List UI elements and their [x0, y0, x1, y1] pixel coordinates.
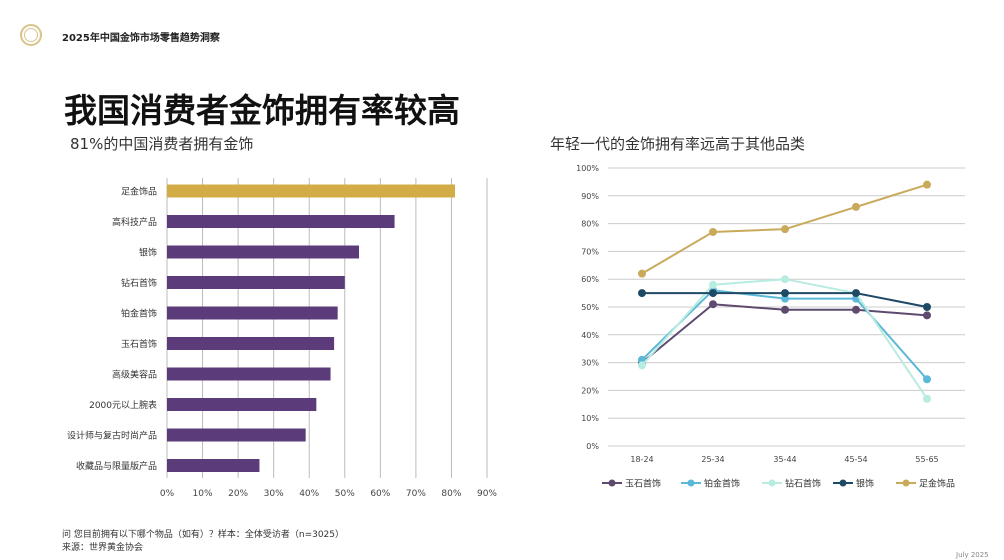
data-point: [709, 300, 717, 309]
x-tick-label: 30%: [264, 489, 284, 499]
category-label: 收藏品与限量版产品: [76, 460, 157, 472]
x-tick-label: 60%: [370, 489, 390, 499]
x-tick-label: 35-44: [773, 455, 796, 464]
y-tick-label: 100%: [576, 164, 599, 173]
data-point: [709, 289, 717, 298]
y-tick-label: 40%: [581, 331, 599, 340]
data-point: [781, 294, 789, 303]
data-point: [852, 305, 860, 314]
category-label: 银饰: [139, 247, 157, 259]
data-point: [852, 202, 860, 211]
x-tick-label: 90%: [477, 489, 497, 499]
bar: [167, 428, 306, 442]
x-tick-label: 40%: [299, 489, 319, 499]
category-label: 玉石首饰: [121, 338, 157, 350]
data-point: [638, 289, 646, 298]
category-label: 足金饰品: [121, 186, 157, 198]
bar: [167, 215, 395, 228]
legend-marker: [687, 479, 695, 487]
x-tick-label: 0%: [160, 489, 175, 499]
bar: [167, 367, 331, 381]
page-title: 我国消费者金饰拥有率较高: [64, 91, 460, 130]
legend-marker: [839, 479, 847, 487]
data-point: [852, 289, 860, 298]
y-tick-label: 80%: [581, 220, 599, 229]
y-tick-label: 10%: [581, 414, 599, 423]
category-label: 钻石首饰: [121, 277, 157, 289]
bar: [167, 306, 338, 320]
category-label: 高级美容品: [112, 369, 157, 381]
y-tick-label: 20%: [581, 386, 599, 395]
x-tick-label: 20%: [228, 489, 248, 499]
category-label: 设计师与复古时尚产品: [67, 430, 157, 442]
y-tick-label: 70%: [581, 247, 599, 256]
x-tick-label: 80%: [441, 489, 461, 499]
line-chart-title: 年轻一代的金饰拥有率远高于其他品类: [550, 135, 806, 153]
x-tick-label: 18-24: [630, 455, 653, 464]
footnote-source: 来源：世界黄金协会: [62, 543, 144, 553]
category-label: 高科技产品: [112, 216, 157, 228]
data-point: [923, 311, 931, 320]
y-tick-label: 30%: [581, 359, 599, 368]
data-point: [781, 275, 789, 284]
x-tick-label: 70%: [406, 489, 426, 499]
bar: [167, 337, 335, 350]
legend-label: 银饰: [856, 478, 874, 490]
data-point: [923, 375, 931, 384]
bar: [167, 459, 260, 472]
y-tick-label: 90%: [581, 192, 599, 201]
data-point: [638, 269, 646, 278]
legend-marker: [768, 479, 776, 487]
data-point: [923, 303, 931, 311]
bar: [167, 398, 317, 411]
y-tick-label: 0%: [586, 442, 599, 451]
legend-marker: [608, 479, 616, 487]
x-tick-label: 55-65: [915, 455, 938, 464]
logo-icon: [20, 24, 42, 46]
bar: [167, 276, 345, 289]
x-tick-label: 45-54: [844, 455, 867, 464]
data-point: [923, 180, 931, 189]
x-tick-label: 25-34: [701, 455, 724, 464]
data-point: [709, 280, 717, 289]
legend-label: 足金饰品: [919, 478, 955, 490]
bar: [167, 245, 359, 259]
x-tick-label: 10%: [193, 489, 213, 499]
data-point: [781, 305, 789, 314]
data-point: [923, 394, 931, 403]
line-chart: 0% 10% 20% 30% 40% 50% 60% 70% 80% 90% 100% 18-24 25…: [576, 164, 965, 490]
footnote-question: 问 您目前拥有以下哪个物品（如有）？样本：全体受访者（n=3025）: [62, 530, 345, 540]
legend-label: 钻石首饰: [785, 478, 821, 490]
legend-label: 铂金首饰: [704, 478, 740, 490]
category-label: 铂金首饰: [121, 308, 157, 320]
date-label: July 2025: [956, 551, 989, 559]
data-point: [781, 289, 789, 298]
bar-chart: 0% 10% 20% 30% 40% 50% 60% 70% 80% 90% 足金饰品高科技产品银饰…: [67, 178, 497, 499]
legend-marker: [902, 479, 910, 487]
report-title: 2025年中国金饰市场零售趋势洞察: [62, 33, 220, 44]
legend-label: 玉石首饰: [625, 478, 661, 490]
data-point: [638, 361, 646, 370]
y-tick-label: 60%: [581, 275, 599, 284]
data-point: [781, 225, 789, 234]
bar-chart-title: 81%的中国消费者拥有金饰: [70, 135, 254, 153]
category-label: 2000元以上腕表: [89, 399, 157, 411]
x-tick-label: 50%: [335, 489, 355, 499]
bar: [167, 184, 455, 198]
data-point: [709, 227, 717, 236]
y-tick-label: 50%: [581, 303, 599, 312]
